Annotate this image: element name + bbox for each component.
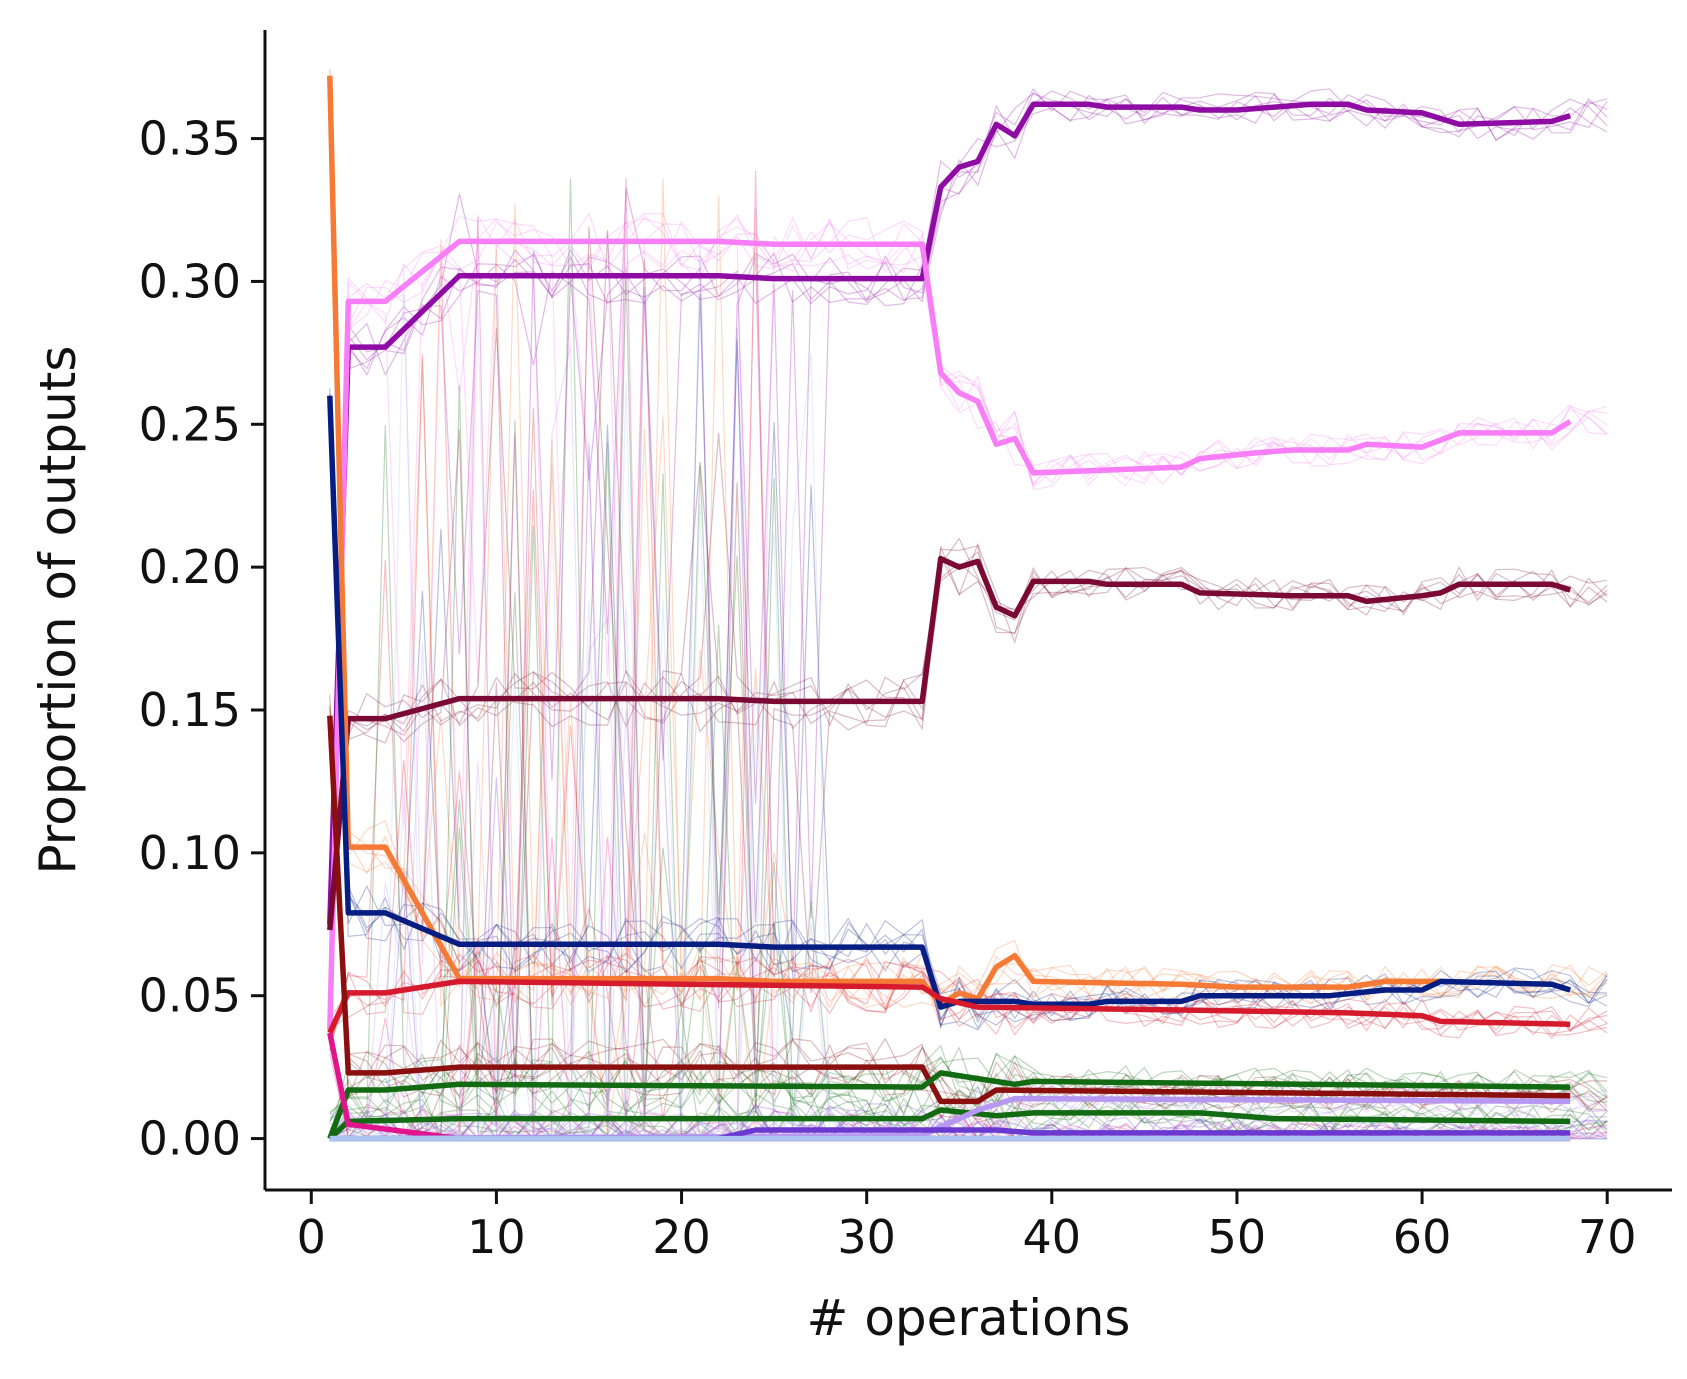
x-tick-label: 30 — [837, 1210, 896, 1264]
y-tick-label: 0.20 — [139, 540, 241, 594]
background-trace — [329, 827, 1608, 1140]
x-axis-label: # operations — [807, 1289, 1131, 1347]
y-tick-label: 0.00 — [139, 1112, 241, 1166]
y-axis-label: Proportion of outputs — [29, 346, 87, 875]
background-trace — [329, 1057, 1608, 1115]
background-trace — [329, 724, 1608, 1111]
background-trace — [329, 79, 1608, 1009]
x-tick-label: 50 — [1208, 1210, 1267, 1264]
x-tick-label: 70 — [1578, 1210, 1637, 1264]
y-tick-label: 0.05 — [139, 969, 241, 1023]
background-trace — [329, 178, 1608, 1122]
x-tick-label: 0 — [297, 1210, 326, 1264]
background-trace — [329, 959, 1608, 1044]
series-line-8 — [327, 1070, 1571, 1140]
background-trace — [329, 1085, 1608, 1140]
background-trace — [329, 542, 1608, 959]
background-trace — [329, 420, 1608, 1141]
series-line-4 — [327, 75, 1441, 1008]
background-trace — [329, 954, 1608, 1051]
series-line-5 — [327, 395, 1572, 1010]
x-axis-ticks: 0 10 20 30 40 50 60 70 — [297, 1190, 1637, 1264]
series-lines — [327, 75, 1572, 1142]
background-trace — [329, 1085, 1608, 1140]
x-tick-label: 10 — [467, 1210, 526, 1264]
background-trace — [329, 87, 1608, 1009]
background-trace — [329, 92, 1608, 908]
background-trace — [329, 230, 1608, 1083]
series-line-7 — [327, 715, 1571, 1105]
background-trace — [329, 68, 1608, 1137]
background-trace — [329, 537, 1608, 944]
series-line-3 — [327, 555, 1572, 931]
background-trace — [329, 1030, 1608, 1140]
y-tick-label: 0.25 — [139, 397, 241, 451]
x-tick-label: 20 — [652, 1210, 711, 1264]
y-axis-ticks: 0.00 0.05 0.10 0.15 0.20 0.25 0.30 0.35 — [139, 112, 265, 1166]
background-trace — [329, 88, 1608, 981]
background-trace — [329, 327, 1608, 1119]
y-tick-label: 0.10 — [139, 826, 241, 880]
series-line-6 — [327, 978, 1571, 1035]
y-tick-label: 0.15 — [139, 683, 241, 737]
background-trace — [329, 953, 1608, 1036]
y-tick-label: 0.35 — [139, 112, 241, 166]
x-tick-label: 60 — [1393, 1210, 1452, 1264]
x-tick-label: 40 — [1023, 1210, 1082, 1264]
y-tick-label: 0.30 — [139, 254, 241, 308]
series-line-2 — [327, 238, 1572, 1031]
background-trace — [329, 213, 1608, 1035]
series-line-1 — [327, 101, 1572, 925]
background-trace — [329, 398, 1608, 1031]
